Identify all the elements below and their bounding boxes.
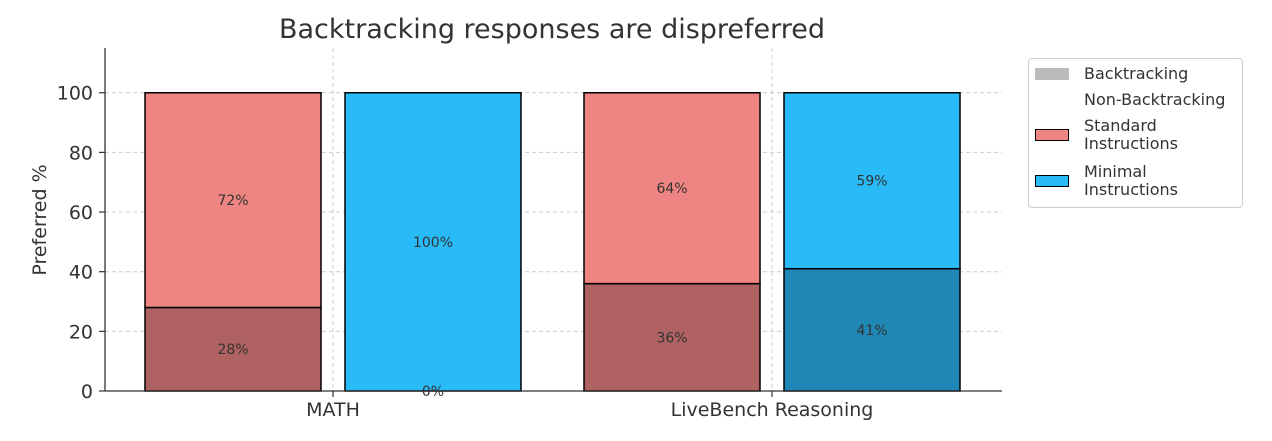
data-label: 41%: [856, 323, 887, 339]
legend-swatch: [1035, 129, 1069, 141]
legend-label: Backtracking: [1084, 64, 1189, 83]
data-label: 0%: [422, 384, 444, 400]
y-tick-label: 0: [81, 381, 93, 403]
y-axis-label: Preferred %: [29, 164, 51, 275]
y-tick-label: 60: [69, 202, 93, 224]
bars: [144, 91, 961, 392]
legend-swatch: [1035, 175, 1069, 187]
bar-non-backtracking: [344, 91, 522, 392]
x-tick-label: LiveBench Reasoning: [671, 399, 874, 421]
data-label: 36%: [656, 330, 687, 346]
axes: 0 20 40 60 80 100 MATH LiveBench Reasoning: [57, 48, 1002, 421]
data-label: 28%: [217, 342, 248, 358]
data-labels: 28% 72% 36% 64% 0% 100% 41% 59%: [217, 174, 887, 400]
data-label: 72%: [217, 193, 248, 209]
y-tick-label: 80: [69, 142, 93, 164]
bar-non-backtracking: [144, 91, 322, 309]
bar-non-backtracking: [583, 91, 761, 285]
bar-non-backtracking: [783, 91, 961, 270]
legend-swatch: [1035, 68, 1069, 80]
y-tick-label: 20: [69, 321, 93, 343]
data-label: 59%: [856, 174, 887, 190]
chart-title: Backtracking responses are dispreferred: [279, 14, 825, 45]
data-label: 100%: [413, 235, 453, 251]
legend-label: Minimal Instructions: [1084, 162, 1178, 199]
legend-label: Non-Backtracking: [1084, 90, 1226, 109]
legend-label: Standard Instructions: [1084, 116, 1178, 153]
x-tick-label: MATH: [306, 399, 360, 421]
bar-backtracking: [783, 267, 961, 392]
y-tick-label: 40: [69, 262, 93, 284]
y-tick-label: 100: [57, 83, 93, 105]
data-label: 64%: [656, 181, 687, 197]
legend: Backtracking Non-Backtracking Standard Inst…: [1028, 58, 1243, 208]
